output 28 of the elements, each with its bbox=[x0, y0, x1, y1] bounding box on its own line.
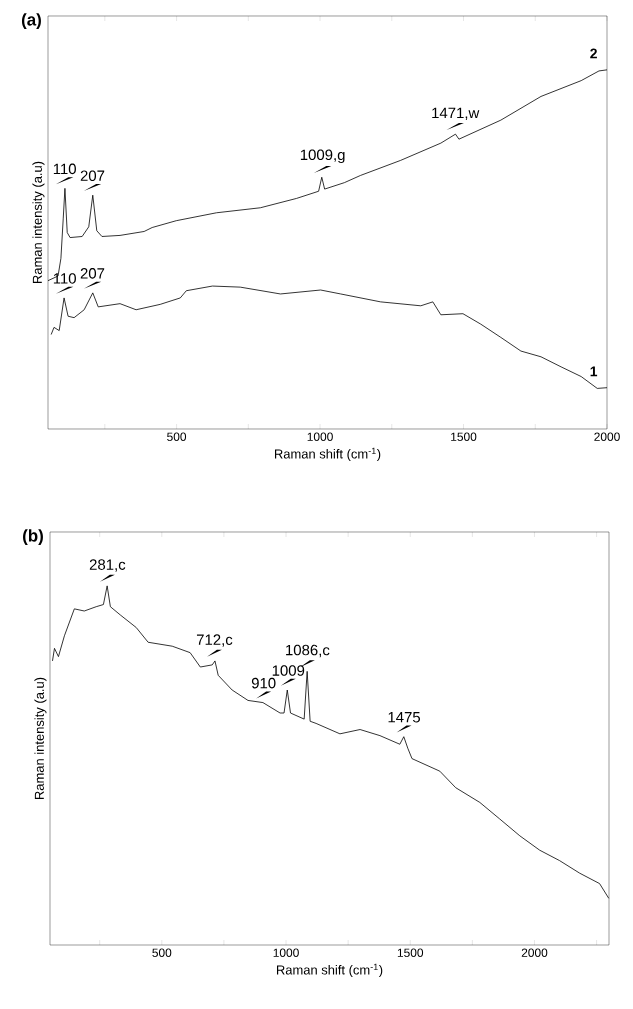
annotation: 712,c bbox=[196, 634, 233, 647]
annotation: 1009,g bbox=[300, 149, 345, 164]
series-label: 1 bbox=[590, 366, 598, 377]
chart-title: (a) bbox=[21, 13, 41, 29]
y-axis-title: Raman intensity (a.u) bbox=[32, 161, 45, 283]
annotation: 207 bbox=[80, 170, 105, 181]
y-axis-title: Raman intensity (a.u) bbox=[34, 677, 47, 799]
annotation: 1471,w bbox=[432, 107, 480, 120]
x-tick-label: 2000 bbox=[521, 948, 548, 957]
chart-title: (b) bbox=[23, 529, 43, 545]
x-tick-label: 1500 bbox=[451, 432, 477, 441]
x-axis-title: Raman shift (cm$^{-1}$) bbox=[274, 447, 381, 462]
annotation: 110 bbox=[53, 163, 76, 175]
x-axis-title: Raman shift (cm$^{-1}$) bbox=[276, 963, 383, 978]
annotation: 281,c bbox=[89, 559, 126, 572]
x-tick-label: 1500 bbox=[397, 948, 424, 957]
annotation: 1009 bbox=[272, 665, 305, 676]
annotation: 1475 bbox=[388, 712, 421, 723]
x-tick-label: 1000 bbox=[307, 432, 333, 441]
annotation: 207 bbox=[80, 268, 105, 279]
series-label: 2 bbox=[590, 48, 597, 59]
annotation: 110 bbox=[53, 273, 76, 284]
x-tick-label: 500 bbox=[167, 432, 187, 441]
x-tick-label: 2000 bbox=[594, 432, 620, 441]
x-tick-label: 500 bbox=[152, 948, 172, 957]
annotation: 910 bbox=[251, 677, 276, 689]
x-tick-label: 1000 bbox=[273, 948, 299, 957]
annotation: 1086,c bbox=[286, 644, 330, 658]
